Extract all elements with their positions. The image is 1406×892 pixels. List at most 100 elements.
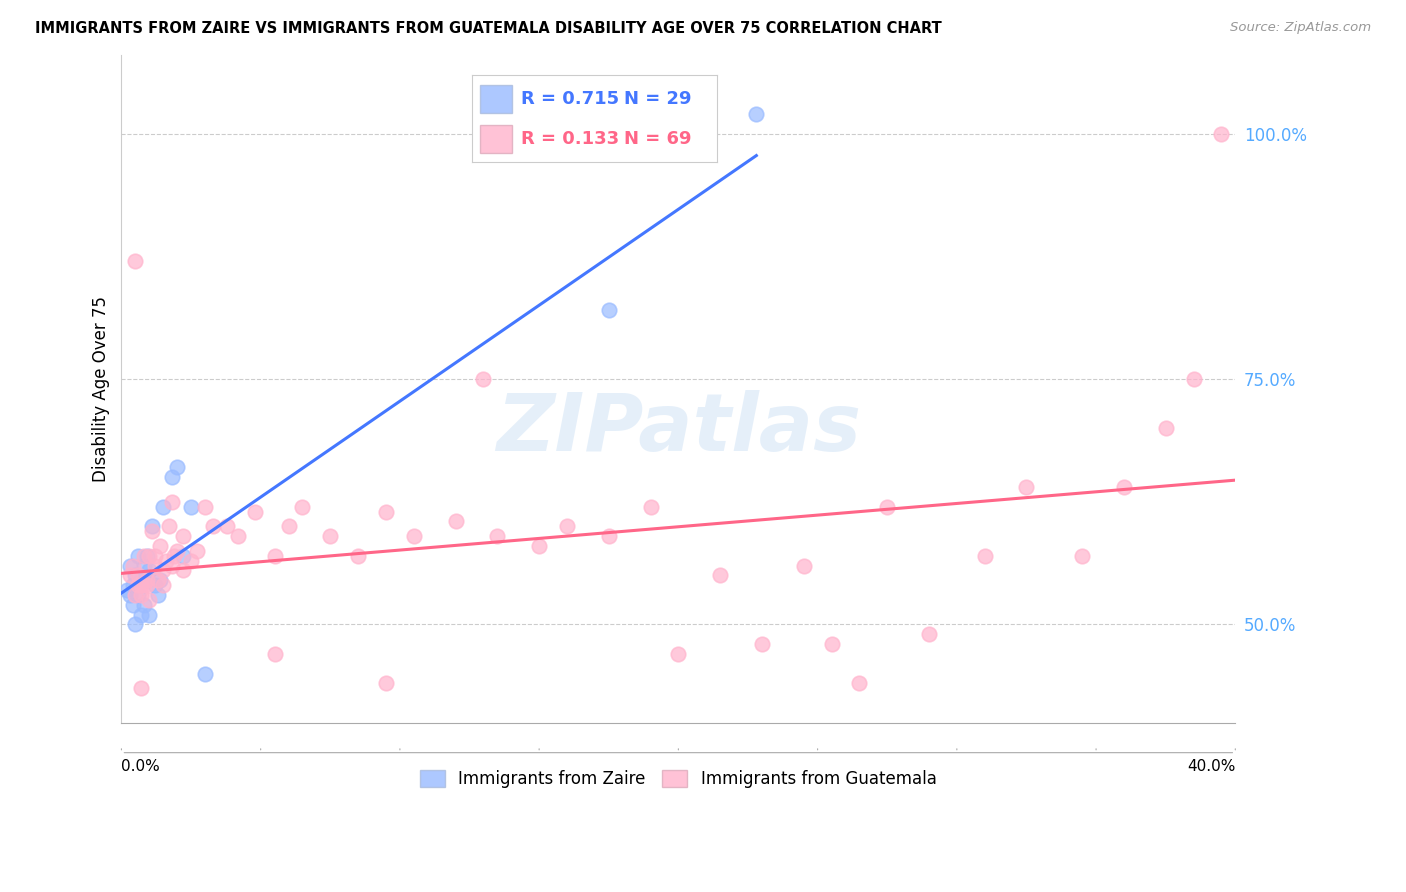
Point bbox=[132, 578, 155, 592]
Point bbox=[555, 519, 578, 533]
Point bbox=[132, 558, 155, 573]
Point bbox=[138, 549, 160, 563]
Text: Source: ZipAtlas.com: Source: ZipAtlas.com bbox=[1230, 21, 1371, 34]
Point bbox=[640, 500, 662, 514]
Point bbox=[163, 549, 186, 563]
Point bbox=[745, 107, 768, 121]
Point bbox=[666, 647, 689, 661]
Point bbox=[166, 460, 188, 475]
Point bbox=[138, 593, 160, 607]
Point bbox=[160, 558, 183, 573]
Point bbox=[166, 544, 188, 558]
Point bbox=[129, 574, 152, 588]
Point bbox=[121, 598, 143, 612]
Point bbox=[121, 558, 143, 573]
Point bbox=[155, 554, 177, 568]
Point bbox=[973, 549, 995, 563]
Point bbox=[180, 554, 202, 568]
Point bbox=[149, 539, 172, 553]
Point bbox=[129, 607, 152, 622]
Point bbox=[135, 574, 157, 588]
Point bbox=[793, 558, 815, 573]
Point bbox=[118, 588, 141, 602]
Point bbox=[263, 549, 285, 563]
Point bbox=[820, 637, 842, 651]
Point bbox=[876, 500, 898, 514]
Point bbox=[1182, 372, 1205, 386]
Point bbox=[263, 647, 285, 661]
Point bbox=[141, 524, 163, 539]
Point bbox=[186, 544, 208, 558]
Point bbox=[160, 470, 183, 484]
Point bbox=[202, 519, 225, 533]
Point bbox=[194, 666, 217, 681]
Point bbox=[127, 578, 149, 592]
Point bbox=[115, 583, 138, 598]
Point bbox=[751, 637, 773, 651]
Point bbox=[132, 549, 155, 563]
Point bbox=[129, 681, 152, 696]
Point bbox=[157, 519, 180, 533]
Point bbox=[375, 505, 398, 519]
Point bbox=[444, 515, 467, 529]
Point bbox=[291, 500, 314, 514]
Point bbox=[135, 578, 157, 592]
Point bbox=[180, 500, 202, 514]
Point bbox=[127, 588, 149, 602]
Point bbox=[143, 578, 166, 592]
Point bbox=[129, 578, 152, 592]
Point bbox=[486, 529, 509, 543]
Point bbox=[277, 519, 299, 533]
Point bbox=[146, 588, 169, 602]
Point bbox=[124, 568, 146, 582]
Point bbox=[172, 549, 194, 563]
Point bbox=[918, 627, 941, 641]
Point bbox=[472, 372, 495, 386]
Text: 40.0%: 40.0% bbox=[1187, 759, 1236, 774]
Point bbox=[146, 574, 169, 588]
Point bbox=[121, 578, 143, 592]
Point bbox=[152, 578, 174, 592]
Point bbox=[124, 588, 146, 602]
Text: IMMIGRANTS FROM ZAIRE VS IMMIGRANTS FROM GUATEMALA DISABILITY AGE OVER 75 CORREL: IMMIGRANTS FROM ZAIRE VS IMMIGRANTS FROM… bbox=[35, 21, 942, 36]
Point bbox=[375, 676, 398, 690]
Point bbox=[127, 568, 149, 582]
Point bbox=[848, 676, 870, 690]
Point bbox=[217, 519, 239, 533]
Point bbox=[143, 549, 166, 563]
Point bbox=[132, 598, 155, 612]
Point bbox=[118, 558, 141, 573]
Point bbox=[319, 529, 342, 543]
Point bbox=[138, 564, 160, 578]
Point bbox=[152, 500, 174, 514]
Point bbox=[402, 529, 425, 543]
Point bbox=[527, 539, 550, 553]
Point bbox=[135, 549, 157, 563]
Point bbox=[143, 558, 166, 573]
Point bbox=[243, 505, 266, 519]
Point bbox=[1112, 480, 1135, 494]
Point bbox=[135, 574, 157, 588]
Point bbox=[118, 568, 141, 582]
Point bbox=[172, 564, 194, 578]
Point bbox=[172, 529, 194, 543]
Point bbox=[138, 607, 160, 622]
Point bbox=[124, 617, 146, 632]
Point bbox=[152, 564, 174, 578]
Text: 0.0%: 0.0% bbox=[121, 759, 160, 774]
Point bbox=[160, 495, 183, 509]
Point bbox=[228, 529, 250, 543]
Point bbox=[1071, 549, 1094, 563]
Point bbox=[598, 529, 620, 543]
Point bbox=[124, 254, 146, 268]
Point bbox=[598, 303, 620, 318]
Point bbox=[1211, 127, 1233, 141]
Y-axis label: Disability Age Over 75: Disability Age Over 75 bbox=[93, 296, 110, 482]
Point bbox=[1154, 421, 1177, 435]
Point bbox=[1015, 480, 1038, 494]
Point bbox=[127, 549, 149, 563]
Legend: Immigrants from Zaire, Immigrants from Guatemala: Immigrants from Zaire, Immigrants from G… bbox=[413, 763, 943, 795]
Point bbox=[194, 500, 217, 514]
Point bbox=[141, 519, 163, 533]
Point bbox=[347, 549, 370, 563]
